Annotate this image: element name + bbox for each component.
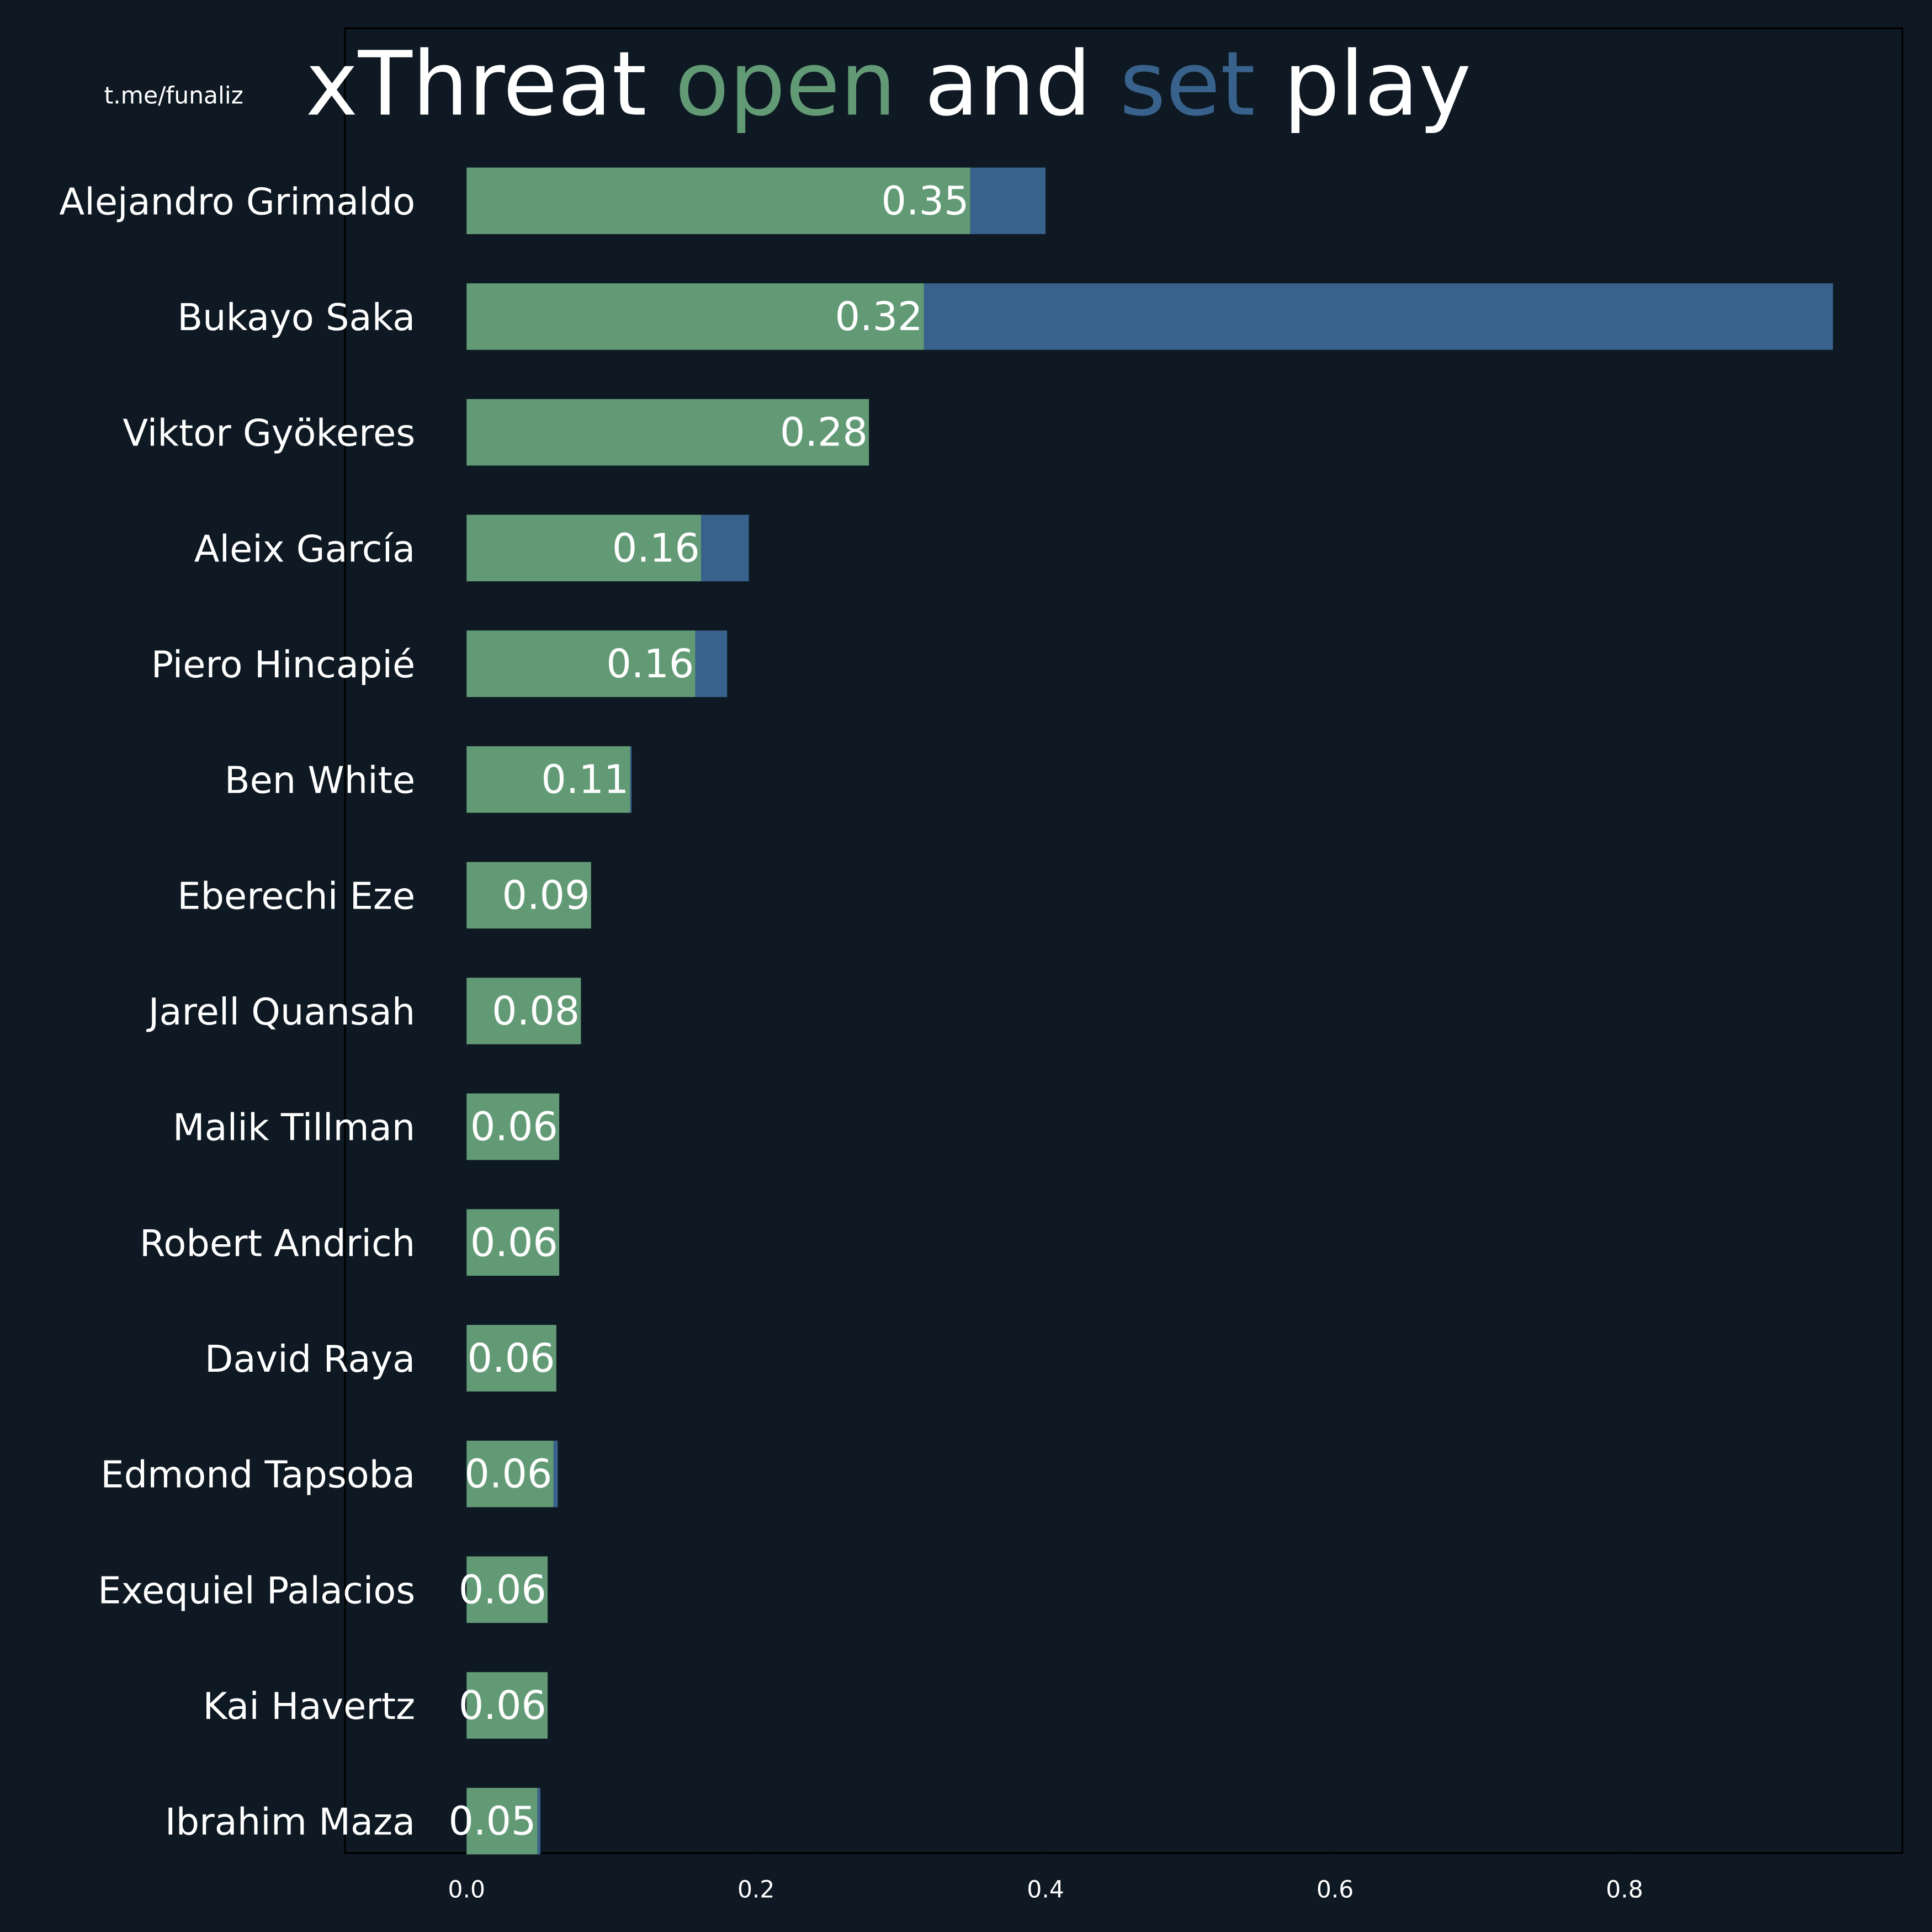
- y-tick-label: Bukayo Saka: [177, 296, 415, 339]
- title-series-name: set: [1119, 33, 1255, 136]
- axes-frame: [344, 27, 1904, 1854]
- y-tick-label: Ibrahim Maza: [165, 1801, 415, 1844]
- bar-segment: [466, 399, 869, 466]
- value-label: 0.09: [502, 872, 590, 918]
- value-label: 0.16: [612, 525, 700, 571]
- bar-segment: [466, 167, 970, 235]
- y-tick-label: Eberechi Eze: [177, 874, 415, 917]
- value-label: 0.06: [459, 1682, 546, 1728]
- value-label: 0.35: [882, 178, 969, 224]
- value-label: 0.11: [541, 757, 629, 803]
- bar-segment: [630, 746, 632, 813]
- y-tick-label: Malik Tillman: [173, 1106, 415, 1149]
- bar-segment: [466, 1093, 560, 1160]
- value-label: 0.06: [464, 1451, 552, 1497]
- bar-segment: [466, 1440, 554, 1508]
- x-tick-label: 0.6: [1317, 1877, 1354, 1904]
- x-tick-label: 0.8: [1606, 1877, 1643, 1904]
- bar-segment: [466, 862, 591, 929]
- chart-title: xThreat open and set play: [306, 33, 1472, 136]
- bar-segment: [701, 514, 749, 582]
- title-part: play: [1283, 33, 1471, 136]
- value-label: 0.05: [449, 1798, 537, 1844]
- bar-segment: [970, 167, 1046, 235]
- y-tick-label: Robert Andrich: [140, 1222, 415, 1265]
- bar-segment: [466, 630, 696, 697]
- y-tick-label: Edmond Tapsoba: [100, 1453, 415, 1496]
- value-label: 0.28: [780, 410, 868, 455]
- title-part: xThreat: [306, 33, 647, 136]
- value-label: 0.06: [470, 1104, 558, 1150]
- bar-segment: [466, 1672, 548, 1739]
- value-label: 0.32: [835, 294, 923, 339]
- watermark: t.me/funaliz: [104, 83, 243, 110]
- title-part: and: [925, 33, 1091, 136]
- y-tick-label: Piero Hincapié: [151, 643, 416, 686]
- y-tick-label: Exequiel Palacios: [98, 1569, 415, 1612]
- value-label: 0.06: [468, 1335, 555, 1381]
- bar-segment: [466, 746, 630, 813]
- bar-segment: [466, 1556, 548, 1623]
- y-tick-label: Ben White: [225, 759, 416, 802]
- bar-segment: [466, 978, 581, 1044]
- y-tick-label: Aleix García: [194, 527, 416, 570]
- title-series-name: open: [675, 33, 896, 136]
- bar-segment: [466, 1325, 556, 1392]
- x-tick-label: 0.0: [448, 1877, 485, 1904]
- value-label: 0.06: [459, 1567, 546, 1612]
- bar-segment: [466, 1209, 560, 1276]
- x-tick-label: 0.2: [737, 1877, 774, 1904]
- bar-segment: [466, 283, 924, 350]
- bar-segment: [553, 1440, 558, 1508]
- bar-segment: [923, 283, 1833, 350]
- y-tick-label: Viktor Gyökeres: [123, 412, 415, 455]
- y-tick-label: Jarell Quansah: [146, 990, 415, 1033]
- x-tick-label: 0.4: [1027, 1877, 1064, 1904]
- bar-segment: [466, 1787, 538, 1855]
- value-label: 0.16: [606, 641, 694, 687]
- y-tick-label: Alejandro Grimaldo: [59, 180, 415, 223]
- bar-segment: [695, 630, 728, 697]
- value-label: 0.08: [492, 988, 580, 1034]
- y-tick-label: Kai Havertz: [203, 1685, 415, 1728]
- bar-segment: [466, 514, 702, 582]
- bar-segment: [537, 1787, 540, 1855]
- y-tick-label: David Raya: [205, 1337, 415, 1381]
- value-label: 0.06: [470, 1219, 558, 1265]
